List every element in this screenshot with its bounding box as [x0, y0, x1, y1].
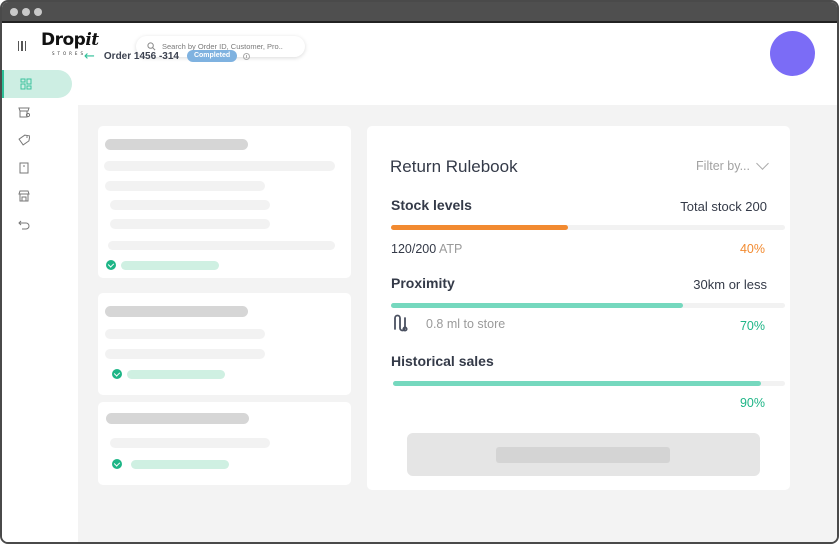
route-icon — [394, 314, 408, 332]
logo-text-italic: it — [85, 30, 99, 50]
stock-atp: 120/200 ATP — [391, 242, 462, 256]
check-circle-icon — [112, 459, 122, 469]
skeleton-line — [105, 349, 265, 359]
tag-icon — [18, 134, 30, 146]
sidebar-item-dashboard[interactable] — [2, 70, 72, 98]
title-bar — [2, 2, 837, 23]
proximity-percent: 70% — [739, 319, 765, 333]
sidebar-item-tags[interactable] — [2, 126, 72, 154]
stock-percent: 40% — [739, 242, 765, 256]
proximity-range: 30km or less — [693, 277, 767, 292]
rulebook-action-button[interactable] — [407, 433, 760, 476]
search-input[interactable] — [162, 42, 302, 51]
skeleton-line — [105, 329, 265, 339]
sidebar-item-storefront[interactable] — [2, 182, 72, 210]
skeleton-status — [131, 460, 229, 469]
dropit-logo[interactable]: Dropit STORES — [41, 30, 99, 56]
book-icon — [19, 162, 29, 174]
skeleton-line — [105, 139, 248, 150]
search-icon — [147, 42, 156, 51]
distance-text: 0.8 ml to store — [426, 317, 506, 331]
hamburger-icon[interactable] — [18, 41, 28, 53]
storefront-icon — [18, 190, 30, 202]
maximize-window-button[interactable] — [34, 8, 42, 16]
info-icon[interactable] — [243, 52, 251, 60]
skeleton-card — [98, 126, 351, 278]
stock-atp-value: 120/200 — [391, 242, 437, 256]
logo-subtitle: STORES — [52, 51, 86, 56]
sales-progress-fill — [393, 381, 762, 386]
arrow-left-icon[interactable]: ← — [84, 48, 95, 64]
sidebar-item-book[interactable] — [2, 154, 72, 182]
skeleton-line — [106, 413, 249, 424]
search-box[interactable] — [136, 36, 305, 57]
stock-progress-bar — [391, 225, 785, 230]
stock-progress-fill — [391, 225, 569, 230]
proximity-label: Proximity — [391, 275, 455, 291]
sidebar — [2, 68, 78, 542]
skeleton-status — [121, 261, 219, 270]
check-circle-icon — [106, 260, 116, 270]
logo-text: Drop — [41, 30, 86, 50]
chevron-down-icon — [756, 157, 769, 170]
return-rulebook-card: Return Rulebook Filter by... Stock level… — [367, 126, 790, 490]
skeleton-card — [98, 402, 351, 485]
top-header: Dropit STORES — [2, 25, 837, 105]
historical-sales-label: Historical sales — [391, 353, 494, 369]
check-circle-icon — [112, 369, 122, 379]
rulebook-title: Return Rulebook — [390, 157, 518, 176]
proximity-progress-bar — [391, 303, 785, 308]
dashboard-icon — [20, 78, 32, 90]
skeleton-line — [110, 438, 270, 448]
skeleton-status — [127, 370, 225, 379]
skeleton-line — [105, 306, 248, 317]
skeleton-line — [108, 241, 335, 250]
close-window-button[interactable] — [10, 8, 18, 16]
distance-to-store: 0.8 ml to store — [426, 317, 505, 331]
status-badge: Completed — [186, 50, 238, 62]
sales-percent: 90% — [739, 396, 765, 410]
main-content: Return Rulebook Filter by... Stock level… — [78, 105, 837, 542]
sidebar-item-returns[interactable] — [2, 210, 72, 238]
skeleton-line — [104, 161, 335, 171]
stock-levels-label: Stock levels — [391, 197, 472, 213]
return-icon — [18, 220, 30, 230]
proximity-progress-fill — [391, 303, 683, 308]
skeleton-line — [110, 219, 270, 229]
avatar[interactable] — [770, 31, 815, 76]
filter-dropdown[interactable]: Filter by... — [696, 157, 769, 173]
sales-progress-bar — [393, 381, 785, 386]
skeleton-line — [110, 200, 270, 210]
breadcrumb: ← Order 1456 -314 Completed — [84, 47, 251, 65]
skeleton-line — [105, 181, 265, 191]
store-orders-icon — [18, 107, 30, 118]
total-stock: Total stock 200 — [680, 199, 767, 214]
skeleton-card — [98, 293, 351, 395]
order-title: Order 1456 -314 — [103, 50, 179, 62]
filter-label: Filter by... — [696, 159, 750, 173]
sidebar-item-store-orders[interactable] — [2, 98, 72, 126]
stock-atp-unit: ATP — [438, 242, 463, 256]
button-label-placeholder — [496, 447, 670, 463]
minimize-window-button[interactable] — [22, 8, 30, 16]
